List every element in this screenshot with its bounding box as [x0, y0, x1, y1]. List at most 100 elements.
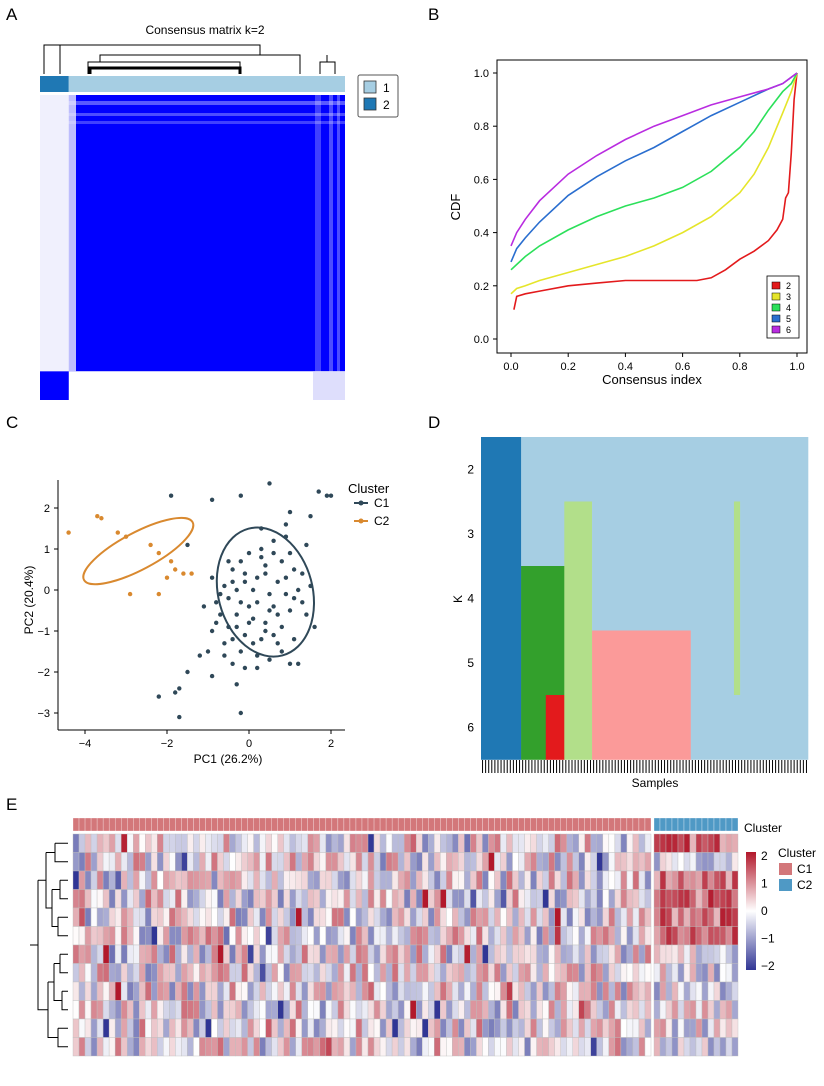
- panel-e-cell: [638, 833, 646, 853]
- panel-e-cell: [578, 870, 585, 890]
- panel-c-point-c1: [214, 600, 219, 605]
- panel-e-cell: [319, 870, 327, 890]
- panel-e-cell: [440, 926, 447, 946]
- panel-e-cell: [283, 963, 290, 983]
- panel-e-cell: [235, 907, 242, 927]
- panel-e-expression-heatmap: Cluster 210−1−2 Cluster C1 C2: [30, 817, 816, 1057]
- panel-e-cell: [665, 981, 673, 1001]
- panel-e-cell: [385, 1000, 393, 1020]
- panel-e-cell: [506, 981, 513, 1001]
- panel-b-xtick-label: 0.8: [732, 361, 747, 373]
- panel-c-point-c1: [242, 665, 248, 671]
- panel-e-cell: [554, 870, 561, 890]
- panel-a-title: Consensus matrix k=2: [145, 23, 264, 37]
- panel-e-cell: [671, 981, 679, 1001]
- panel-e-annotation-c1: [626, 817, 634, 832]
- panel-e-cell: [367, 944, 375, 964]
- panel-c-xtick-label: 2: [328, 738, 334, 750]
- panel-e-cell: [253, 963, 260, 983]
- panel-e-cell: [367, 1018, 375, 1038]
- panel-e-cell: [241, 1018, 248, 1038]
- panel-e-cell: [253, 1037, 260, 1057]
- panel-e-cell: [385, 944, 393, 964]
- panel-a-annotation-cluster-2: [40, 76, 69, 92]
- panel-e-cell: [446, 852, 453, 872]
- panel-e-annotation-c1: [193, 817, 200, 832]
- panel-e-cell: [434, 1018, 441, 1038]
- panel-e-cell: [566, 889, 573, 909]
- panel-e-cell: [512, 907, 519, 927]
- panel-e-cell: [343, 852, 351, 872]
- panel-e-cell: [84, 981, 92, 1001]
- panel-e-cell: [524, 1018, 531, 1038]
- panel-e-cell: [452, 1037, 459, 1057]
- panel-e-cell: [163, 907, 170, 927]
- panel-c-point-c1: [201, 604, 207, 609]
- panel-e-cell: [307, 1037, 315, 1057]
- panel-e-cell: [403, 981, 411, 1001]
- panel-e-annotation-c1: [72, 817, 80, 832]
- panel-e-cell: [638, 1000, 646, 1020]
- panel-e-annotation-c1: [78, 817, 86, 832]
- panel-e-cell: [482, 870, 489, 890]
- panel-e-cell: [120, 833, 128, 853]
- panel-e-cell: [713, 926, 721, 946]
- panel-e-cell: [560, 889, 567, 909]
- panel-e-cell: [626, 889, 634, 909]
- panel-e-cell: [108, 889, 116, 909]
- panel-e-cell: [596, 889, 604, 909]
- panel-e-cell: [536, 833, 543, 853]
- panel-c-point-c1: [222, 583, 227, 589]
- panel-e-cell: [476, 833, 483, 853]
- panel-e-cell: [434, 944, 441, 964]
- panel-d-cell-k3: [481, 501, 522, 567]
- panel-e-annotation-c1: [223, 817, 230, 832]
- panel-e-annotation-c1: [271, 817, 278, 832]
- panel-e-cell: [145, 1018, 152, 1038]
- panel-e-cell: [289, 1018, 296, 1038]
- panel-e-cell: [247, 889, 254, 909]
- panel-e-annotation-c1: [217, 817, 224, 832]
- panel-e-cell: [114, 833, 122, 853]
- panel-e-cell: [139, 870, 146, 890]
- panel-e-cell: [701, 1037, 709, 1057]
- panel-e-annotation-c1: [512, 817, 519, 832]
- panel-d-row-label: 4: [467, 591, 474, 605]
- panel-e-cell: [283, 1000, 290, 1020]
- panel-d-cell-k3: [592, 501, 735, 567]
- panel-e-annotation-c2: [677, 817, 685, 832]
- panel-e-cell: [235, 1018, 242, 1038]
- panel-e-cell: [530, 907, 537, 927]
- panel-e-cell: [695, 852, 703, 872]
- panel-c-ellipse-c1: [215, 526, 316, 658]
- panel-e-cell: [584, 944, 591, 964]
- panel-c-point-c1: [275, 641, 280, 646]
- panel-e-cell: [199, 889, 206, 909]
- panel-e-cell: [409, 963, 417, 983]
- panel-e-cell: [653, 870, 661, 890]
- panel-e-cell: [217, 981, 224, 1001]
- panel-e-cell: [361, 870, 369, 890]
- panel-e-cell: [701, 870, 709, 890]
- panel-e-cell: [211, 944, 218, 964]
- panel-e-cell: [542, 926, 549, 946]
- panel-c-point-c1: [304, 612, 309, 617]
- panel-e-cell: [500, 981, 507, 1001]
- panel-e-cell: [277, 926, 284, 946]
- panel-e-cell: [391, 833, 399, 853]
- panel-e-cell: [114, 907, 122, 927]
- panel-e-cell: [596, 870, 604, 890]
- panel-e-cell: [725, 889, 733, 909]
- panel-e-cell: [241, 926, 248, 946]
- panel-e-cell: [391, 852, 399, 872]
- panel-e-annotation-c1: [84, 817, 92, 832]
- panel-e-cell: [265, 852, 272, 872]
- panel-e-cell: [84, 833, 92, 853]
- panel-e-cell: [731, 889, 739, 909]
- panel-e-cell: [72, 833, 80, 853]
- panel-c-point-c1: [209, 673, 215, 679]
- panel-e-cell: [542, 889, 549, 909]
- panel-c-point-c1: [250, 641, 256, 646]
- panel-e-cell: [644, 1018, 652, 1038]
